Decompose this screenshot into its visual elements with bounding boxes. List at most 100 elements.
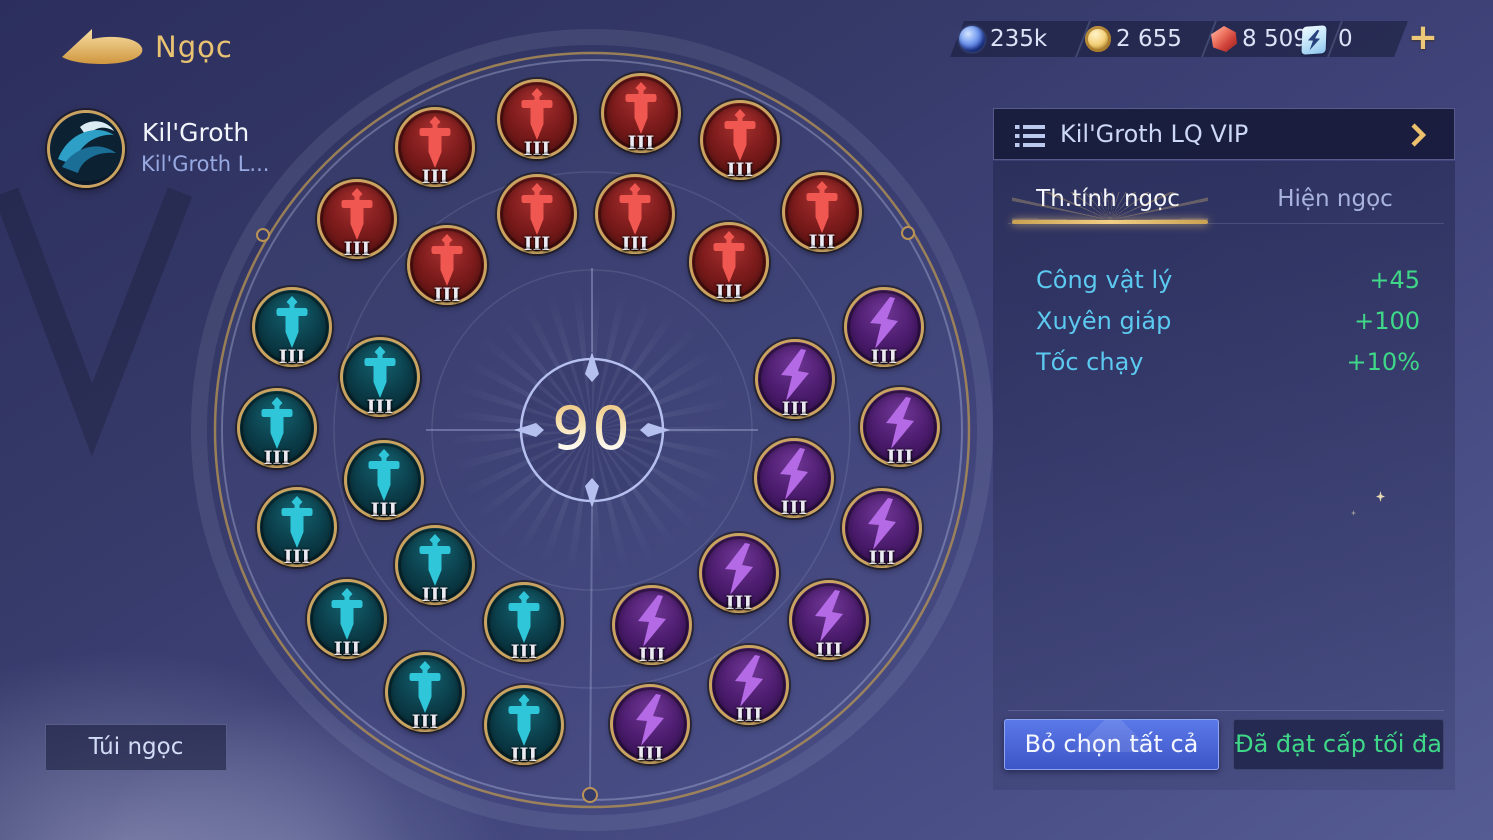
purple-bolt-rune[interactable]: III [709,645,789,725]
deselect-all-button[interactable]: Bỏ chọn tất cả [1004,719,1219,770]
teal-sword-rune[interactable]: III [484,685,564,765]
stat-label: Xuyên giáp [1036,307,1172,335]
red-sword-rune[interactable]: III [407,225,487,305]
stat-row: Tốc chạy +10% [1036,342,1420,383]
stat-label: Tốc chạy [1036,348,1144,376]
stat-value: +10% [1346,348,1420,376]
teal-sword-rune[interactable]: III [340,337,420,417]
teal-sword-rune[interactable]: III [237,388,317,468]
active-tab-underline [1012,220,1208,224]
rune-level: III [421,166,449,188]
rune-level: III [735,704,763,726]
stat-value: +45 [1369,266,1420,294]
currency-bar [950,21,1408,57]
tab-rune-stats[interactable]: Th.tính ngọc [1036,186,1180,212]
teal-sword-rune[interactable]: III [307,579,387,659]
rune-panel [993,161,1455,790]
rune-level: III [278,346,306,368]
gold-coin-icon [1085,26,1111,52]
currency-value[interactable]: 8 509 [1242,26,1308,52]
rune-level: III [780,497,808,519]
rune-level: III [886,446,914,468]
rune-level: III [781,398,809,420]
teal-sword-rune[interactable]: III [257,487,337,567]
hero-avatar[interactable] [47,110,125,188]
back-icon[interactable] [58,24,152,70]
chevron-right-icon [1411,123,1426,147]
teal-sword-rune[interactable]: III [252,287,332,367]
panel-footer-divider [1008,710,1444,711]
rune-set-name: Kil'Groth LQ VIP [1060,120,1249,148]
rune-level: III [510,744,538,766]
blue-ticket-icon [1301,25,1327,55]
hero-build-name[interactable]: Kil'Groth L... [141,152,270,176]
purple-bolt-rune[interactable]: III [610,684,690,764]
purple-bolt-rune[interactable]: III [612,585,692,665]
rune-level: III [870,346,898,368]
red-sword-rune[interactable]: III [395,107,475,187]
purple-bolt-rune[interactable]: III [860,387,940,467]
rune-level: III [510,641,538,663]
add-currency-button[interactable]: + [1407,17,1439,58]
kil-groth-portrait [50,113,122,185]
currency-value[interactable]: 235k [990,26,1048,52]
rune-level: III [433,284,461,306]
sparkle-decoration [1351,510,1356,516]
red-sword-rune[interactable]: III [497,79,577,159]
rune-level: III [283,546,311,568]
red-sword-rune[interactable]: III [595,174,675,254]
rune-level: III [808,231,836,253]
purple-bolt-rune[interactable]: III [789,580,869,660]
rune-level: III [638,644,666,666]
purple-bolt-rune[interactable]: III [699,533,779,613]
rune-level: III [523,138,551,160]
rune-level: III [725,592,753,614]
rune-level: III [411,711,439,733]
rune-level: III [333,638,361,660]
rune-level: III [366,396,394,418]
stat-row: Xuyên giáp +100 [1036,301,1420,342]
rune-level: III [815,639,843,661]
rune-level: III [868,547,896,569]
rune-page-level: 90 [532,394,652,464]
red-sword-rune[interactable]: III [317,179,397,259]
rune-level: III [621,233,649,255]
rune-level: III [636,743,664,765]
tab-show-runes[interactable]: Hiện ngọc [1277,186,1393,212]
max-level-button[interactable]: Đã đạt cấp tối đa [1233,719,1444,770]
rune-level: III [343,238,371,260]
red-sword-rune[interactable]: III [497,174,577,254]
rune-level: III [627,132,655,154]
red-sword-rune[interactable]: III [782,172,862,252]
purple-bolt-rune[interactable]: III [842,488,922,568]
rune-level: III [523,233,551,255]
rune-set-selector[interactable]: Kil'Groth LQ VIP [993,108,1455,160]
hero-name: Kil'Groth [142,118,250,147]
rune-level: III [421,584,449,606]
rune-level: III [370,499,398,521]
teal-sword-rune[interactable]: III [344,440,424,520]
purple-bolt-rune[interactable]: III [754,438,834,518]
blue-orb-icon [959,26,985,52]
teal-sword-rune[interactable]: III [385,652,465,732]
currency-value[interactable]: 2 655 [1116,26,1182,52]
sparkle-decoration [1376,491,1385,502]
stat-value: +100 [1354,307,1420,335]
page-title: Ngọc [155,30,233,64]
purple-bolt-rune[interactable]: III [844,287,924,367]
teal-sword-rune[interactable]: III [395,525,475,605]
tab-divider [1008,223,1444,224]
purple-bolt-rune[interactable]: III [755,339,835,419]
stat-row: Công vật lý +45 [1036,260,1420,301]
teal-sword-rune[interactable]: III [484,582,564,662]
list-icon [1015,125,1045,147]
rune-level: III [726,159,754,181]
stat-list: Công vật lý +45 Xuyên giáp +100 Tốc chạy +10% [1036,260,1420,383]
red-sword-rune[interactable]: III [700,100,780,180]
rune-bag-button[interactable]: Túi ngọc [45,724,227,771]
red-sword-rune[interactable]: III [601,73,681,153]
red-sword-rune[interactable]: III [689,222,769,302]
currency-value[interactable]: 0 [1338,26,1353,52]
rune-level: III [263,447,291,469]
